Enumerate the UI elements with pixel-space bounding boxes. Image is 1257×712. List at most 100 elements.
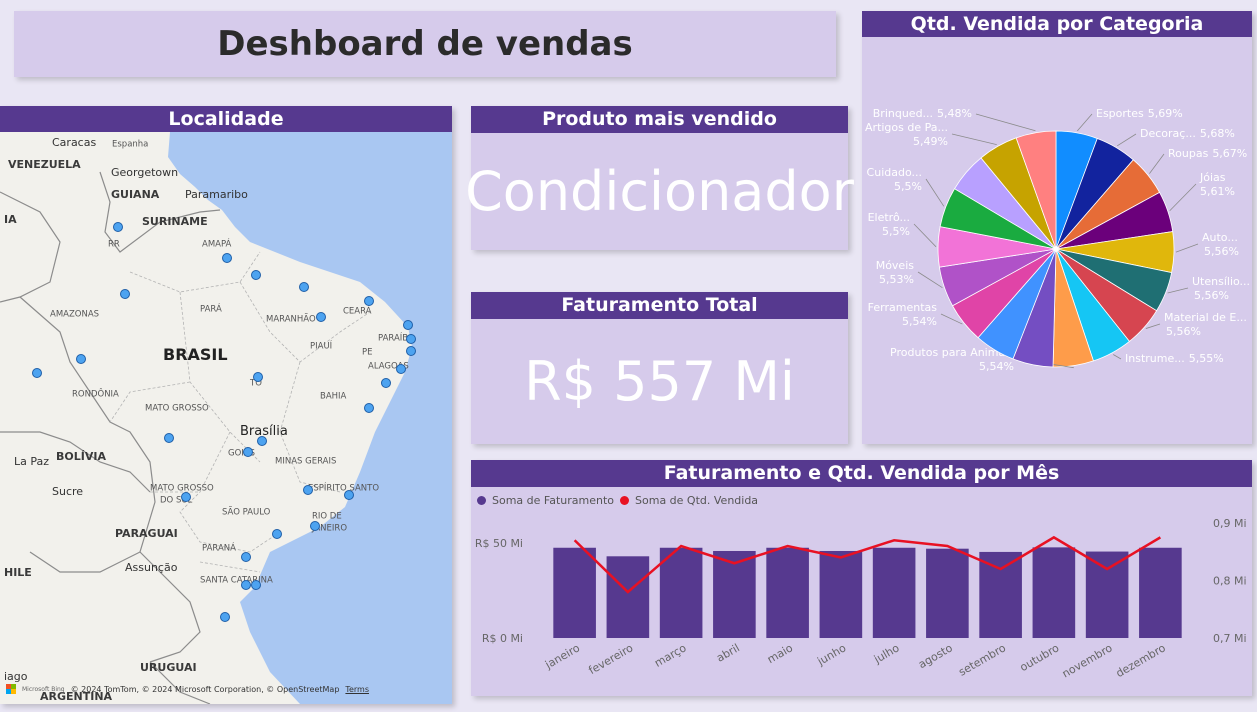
- revenue-bar[interactable]: [766, 547, 809, 638]
- location-marker[interactable]: [241, 552, 251, 562]
- revenue-bar[interactable]: [606, 556, 650, 638]
- location-marker[interactable]: [243, 447, 253, 457]
- location-marker[interactable]: [364, 403, 374, 413]
- pie-label-value: 5,53%: [879, 273, 914, 286]
- map-label: La Paz: [14, 455, 49, 468]
- map-label: BAHIA: [320, 392, 347, 402]
- x-tick-label: julho: [871, 641, 902, 666]
- pie-label-value: 5,5%: [894, 180, 922, 193]
- pie-label-value: 5,55%: [1189, 352, 1224, 365]
- location-marker[interactable]: [364, 296, 374, 306]
- pie-label-value: 5,56%: [1204, 245, 1239, 258]
- location-marker[interactable]: [251, 580, 261, 590]
- map-label: DO SUL: [160, 496, 193, 506]
- pie-leader-line: [1077, 113, 1093, 132]
- pie-slice[interactable]: [1015, 130, 1057, 250]
- location-marker[interactable]: [303, 485, 313, 495]
- revenue-bar[interactable]: [979, 551, 1022, 638]
- location-marker[interactable]: [310, 521, 320, 531]
- revenue-bar[interactable]: [553, 547, 596, 638]
- location-marker[interactable]: [403, 320, 413, 330]
- map-label: SURINAME: [142, 215, 208, 228]
- location-marker[interactable]: [251, 270, 261, 280]
- location-marker[interactable]: [272, 529, 282, 539]
- location-marker[interactable]: [406, 346, 416, 356]
- pie-leader-line: [951, 133, 997, 146]
- terms-link[interactable]: Terms: [345, 684, 369, 694]
- map-label: Brasília: [240, 424, 288, 439]
- location-marker[interactable]: [344, 490, 354, 500]
- location-marker[interactable]: [316, 312, 326, 322]
- map-label: PARANÁ: [202, 542, 236, 554]
- location-marker[interactable]: [222, 253, 232, 263]
- map-label: RR: [108, 240, 120, 250]
- state-borders: [109, 251, 371, 573]
- location-marker[interactable]: [113, 222, 123, 232]
- revenue-bar[interactable]: [1139, 547, 1182, 638]
- location-marker[interactable]: [164, 433, 174, 443]
- quantity-line[interactable]: [573, 535, 1162, 594]
- x-tick-label: setembro: [956, 641, 1008, 679]
- map-label: iago: [4, 670, 28, 683]
- pie-label-name: Artigos de Pa...: [865, 121, 948, 134]
- location-marker[interactable]: [257, 436, 267, 446]
- map-canvas[interactable]: Caracas Espanha VENEZUELA Georgetown GUIANA P…: [0, 132, 452, 704]
- pie-label-name: Cuidado...: [867, 166, 922, 179]
- revenue-bar[interactable]: [1085, 551, 1129, 638]
- pie-label: Produtos para Animais 5,54%: [890, 346, 1014, 373]
- pie-chart[interactable]: Esportes 5,69% Decoraç... 5,68% Roupas 5,67% J…: [862, 37, 1252, 444]
- map-label: RONDÔNIA: [72, 388, 119, 400]
- location-marker[interactable]: [220, 612, 230, 622]
- pie-label: Brinqued... 5,48%: [873, 107, 972, 120]
- map-label: GUIANA: [111, 188, 160, 201]
- x-tick-label: abril: [714, 641, 742, 664]
- location-marker[interactable]: [299, 282, 309, 292]
- x-tick-label: março: [652, 641, 689, 670]
- revenue-bar[interactable]: [713, 550, 756, 638]
- x-tick-label: agosto: [916, 641, 955, 671]
- pie-leader-line: [1169, 183, 1197, 212]
- monthly-chart-panel[interactable]: Faturamento e Qtd. Vendida por Mês Soma …: [471, 460, 1252, 696]
- map-label: PARAGUAI: [115, 527, 178, 540]
- pie-label-name: Roupas: [1168, 147, 1209, 160]
- revenue-bar[interactable]: [819, 550, 863, 638]
- location-marker[interactable]: [76, 354, 86, 364]
- revenue-bar[interactable]: [1032, 547, 1076, 638]
- map-panel[interactable]: Localidade Caracas Espanha VENEZUELA George…: [0, 106, 452, 704]
- country-borders: [0, 171, 221, 704]
- category-pie-panel[interactable]: Qtd. Vendida por Categoria Esportes 5,69%…: [862, 11, 1252, 444]
- location-marker[interactable]: [253, 372, 263, 382]
- ocean: [168, 132, 452, 704]
- pie-label-value: 5,68%: [1200, 127, 1235, 140]
- x-tick-label: janeiro: [542, 641, 582, 672]
- revenue-bar[interactable]: [872, 547, 916, 638]
- y-left-tick: R$ 0 Mi: [482, 632, 523, 645]
- combo-chart[interactable]: R$ 0 Mi R$ 50 Mi 0,7 Mi 0,8 Mi 0,9 Mi janeiro…: [471, 460, 1252, 696]
- revenue-bar[interactable]: [926, 548, 969, 638]
- location-marker[interactable]: [396, 364, 406, 374]
- map-label: Paramaribo: [185, 188, 248, 201]
- pie-label: Artigos de Pa... 5,49%: [865, 121, 948, 148]
- y-right-tick: 0,9 Mi: [1213, 517, 1247, 530]
- location-marker[interactable]: [32, 368, 42, 378]
- pie-label-name: Móveis: [876, 259, 915, 272]
- revenue-bar[interactable]: [659, 547, 703, 638]
- map-label: PARAÍBA: [378, 332, 414, 344]
- location-marker[interactable]: [381, 378, 391, 388]
- map-label: AMAZONAS: [50, 310, 99, 320]
- location-marker[interactable]: [241, 580, 251, 590]
- pie-label-name: Esportes: [1096, 107, 1144, 120]
- pie-label: Ferramentas 5,54%: [868, 301, 938, 328]
- map-label: ESPÍRITO SANTO: [308, 482, 379, 494]
- map-label: Sucre: [52, 485, 83, 498]
- dashboard-title: Deshboard de vendas: [217, 24, 633, 64]
- map-label: BOLÍVIA: [56, 450, 106, 463]
- top-product-value: Condicionador: [465, 160, 854, 223]
- total-revenue-title: Faturamento Total: [471, 292, 848, 319]
- pie-label-value: 5,54%: [979, 360, 1014, 373]
- location-marker[interactable]: [120, 289, 130, 299]
- location-marker[interactable]: [181, 492, 191, 502]
- microsoft-logo-icon: [6, 684, 16, 694]
- location-marker[interactable]: [406, 334, 416, 344]
- pie-label-value: 5,49%: [913, 135, 948, 148]
